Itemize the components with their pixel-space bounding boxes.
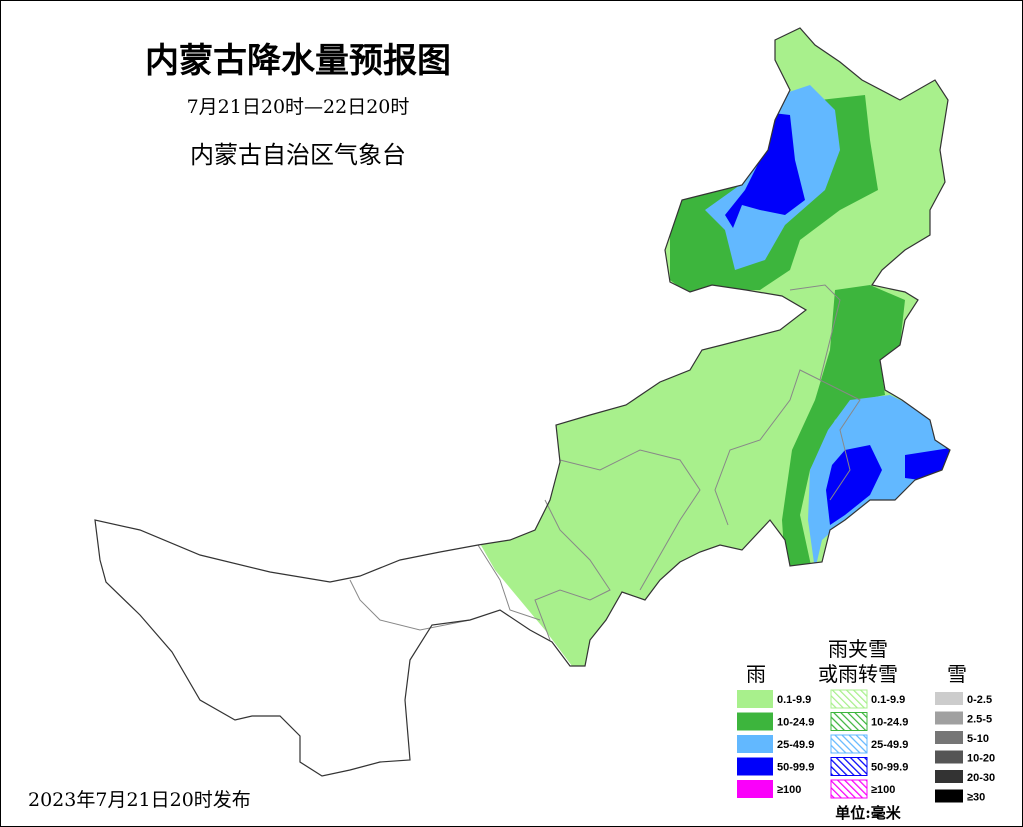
- legend-label: 10-24.9: [871, 717, 908, 729]
- legend-swatch: [830, 712, 868, 731]
- legend-label: 5-10: [967, 733, 989, 745]
- legend-label: 0.1-9.9: [777, 694, 811, 706]
- legend-swatch: [737, 690, 773, 708]
- legend-swatch: [935, 711, 963, 725]
- legend-swatch: [935, 750, 963, 764]
- legend-label: 2.5-5: [967, 714, 992, 726]
- legend-swatch: [935, 789, 963, 803]
- legend-swatch: [830, 757, 868, 776]
- legend-label: 10-24.9: [777, 717, 814, 729]
- zone-rainstorm: [725, 112, 805, 228]
- legend-swatch: [737, 735, 773, 753]
- legend: 0.1-9.9 10-24.9 25-49.9 50-99.9 ≥100 0.1-9.9 1…: [737, 689, 995, 804]
- legend-label: 25-49.9: [871, 739, 908, 751]
- legend-swatch: [830, 734, 868, 754]
- legend-unit: 单位:毫米: [835, 804, 902, 822]
- legend-title: 雨: [746, 662, 766, 686]
- legend-title: 雪: [947, 662, 967, 686]
- legend-label: 10-20: [967, 753, 995, 765]
- legend-title: 雨夹雪: [828, 637, 888, 661]
- publish-time: 2023年7月21日20时发布: [28, 789, 251, 811]
- zone-medium: [782, 285, 905, 570]
- legend-swatch: [737, 780, 773, 798]
- legend-label: 25-49.9: [777, 739, 814, 751]
- legend-swatch: [935, 770, 963, 783]
- legend-swatch: [737, 757, 773, 776]
- legend-label: ≥100: [871, 784, 895, 796]
- zone-rainstorm: [826, 445, 882, 525]
- legend-label: ≥100: [777, 784, 801, 796]
- legend-label: 20-30: [967, 772, 995, 784]
- map-period: 7月21日20时—22日20时: [187, 96, 410, 118]
- legend-title: 或雨转雪: [818, 662, 898, 686]
- legend-swatch: [935, 731, 963, 744]
- legend-label: 0.1-9.9: [871, 694, 905, 706]
- legend-swatch: [737, 712, 773, 731]
- legend-label: 0-2.5: [967, 694, 992, 706]
- map-title: 内蒙古降水量预报图: [145, 41, 451, 81]
- legend-label: 50-99.9: [871, 762, 908, 774]
- map-issuer: 内蒙古自治区气象台: [190, 141, 406, 169]
- league-boundaries: [349, 284, 861, 641]
- legend-swatch: [830, 779, 868, 799]
- legend-label: ≥30: [967, 792, 985, 804]
- legend-label: 50-99.9: [777, 762, 814, 774]
- legend-swatch: [935, 692, 963, 705]
- legend-swatch: [830, 689, 868, 709]
- zone-heavy: [808, 395, 950, 570]
